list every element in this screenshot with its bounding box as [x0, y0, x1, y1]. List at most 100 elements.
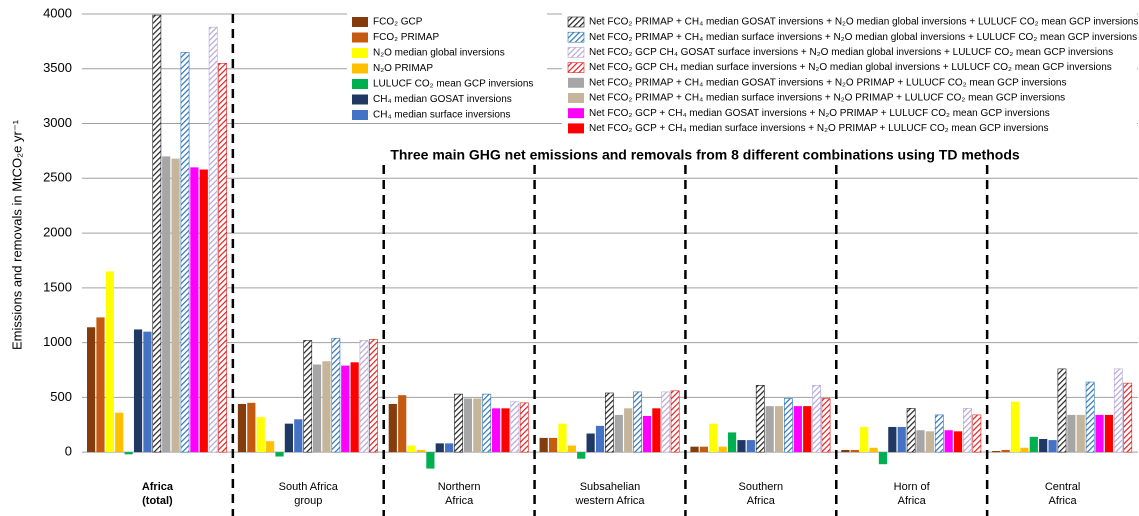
bar [774, 406, 784, 453]
bar [925, 431, 934, 453]
x-tick-label: Africa (total) [141, 481, 174, 507]
bar [96, 317, 105, 453]
legend-swatch [568, 77, 584, 88]
bar [746, 440, 755, 453]
legend-swatch [352, 79, 368, 89]
bar [558, 423, 567, 453]
legend-label: Net FCO₂ PRIMAP + CH₄ median surface inv… [589, 32, 1137, 43]
bar [605, 392, 614, 453]
bar [1095, 414, 1104, 453]
y-tick-label: 2000 [43, 225, 72, 240]
bar [906, 408, 916, 453]
x-tick-label: Central Africa [1044, 481, 1081, 507]
bar [934, 414, 944, 453]
legend-label: N₂O PRIMAP [373, 63, 433, 74]
bar [266, 441, 275, 453]
bar [718, 446, 727, 453]
bar [1029, 436, 1038, 453]
bar [482, 393, 492, 453]
bar [1010, 401, 1020, 453]
bar [359, 340, 369, 453]
legend-swatch [352, 94, 368, 105]
bar [341, 365, 350, 453]
bar [1123, 382, 1133, 453]
bar [821, 398, 831, 453]
bar [152, 14, 162, 453]
bar [398, 395, 407, 453]
bar [115, 412, 124, 453]
legend-label: N₂O median global inversions [373, 48, 505, 59]
bar [953, 431, 963, 453]
bar [850, 449, 859, 453]
bar [435, 443, 444, 453]
bar [841, 449, 850, 453]
bar [803, 406, 812, 453]
bar [869, 447, 878, 453]
y-tick-label: 4000 [43, 5, 72, 20]
bar [143, 331, 152, 453]
bar [670, 390, 680, 453]
bar [519, 402, 529, 453]
bar [737, 440, 746, 453]
bar [284, 423, 293, 453]
bar [690, 446, 699, 453]
bar [992, 451, 1001, 453]
bar [133, 329, 143, 453]
bar [1104, 414, 1114, 453]
bar [303, 340, 313, 453]
x-tick-label: South Africa group [278, 481, 338, 507]
bar [963, 408, 972, 453]
bar [972, 414, 982, 453]
bar [218, 62, 227, 453]
bar [727, 432, 737, 453]
legend-label: Net FCO₂ GCP CH₄ median surface inversio… [589, 62, 1112, 73]
bar [124, 452, 133, 455]
bar [652, 408, 661, 453]
bar [388, 403, 397, 453]
bar [1048, 440, 1057, 453]
legend-swatch [567, 47, 585, 58]
bar [1057, 368, 1067, 453]
x-tick-label: Southern Africa [738, 481, 784, 507]
bar [1067, 414, 1076, 453]
legend-label: FCO₂ GCP [373, 17, 423, 28]
bar [247, 402, 256, 453]
bar [878, 452, 888, 465]
bar [614, 414, 623, 453]
bar [860, 426, 869, 453]
x-tick-label: Northern Africa [437, 481, 481, 507]
bar [294, 419, 303, 453]
bar [586, 433, 595, 453]
bar [1076, 414, 1085, 453]
bar [171, 158, 180, 453]
bar [501, 408, 510, 453]
legend-label: LULUCF CO₂ mean GCP inversions [373, 79, 533, 90]
y-tick-label: 2500 [43, 170, 72, 185]
legend-label: Net FCO₂ GCP + CH₄ median surface invers… [589, 123, 1049, 134]
bar [473, 398, 482, 453]
bar [322, 361, 331, 453]
bar [793, 406, 802, 453]
bar [1113, 368, 1123, 453]
bar [275, 452, 284, 457]
bar [180, 52, 190, 453]
legend-label: Net FCO₂ GCP CH₄ GOSAT surface inversion… [589, 47, 1113, 58]
bar [944, 430, 953, 453]
legend-box [562, 12, 1137, 132]
bar [237, 403, 247, 453]
y-tick-label: 3000 [43, 115, 72, 130]
legend-swatch [352, 48, 368, 58]
bar [765, 406, 774, 453]
bar [350, 362, 359, 453]
bar [331, 337, 341, 453]
bar [624, 408, 633, 453]
legend-label: Net FCO₂ PRIMAP + CH₄ median GOSAT inver… [589, 77, 1066, 88]
legend-swatch [567, 31, 585, 43]
y-tick-label: 0 [65, 444, 72, 459]
legend-label: Net FCO₂ PRIMAP + CH₄ median GOSAT inver… [589, 17, 1138, 28]
y-tick-label: 1500 [43, 279, 72, 294]
bar [661, 391, 671, 453]
bar [426, 452, 435, 469]
bar [454, 393, 463, 453]
